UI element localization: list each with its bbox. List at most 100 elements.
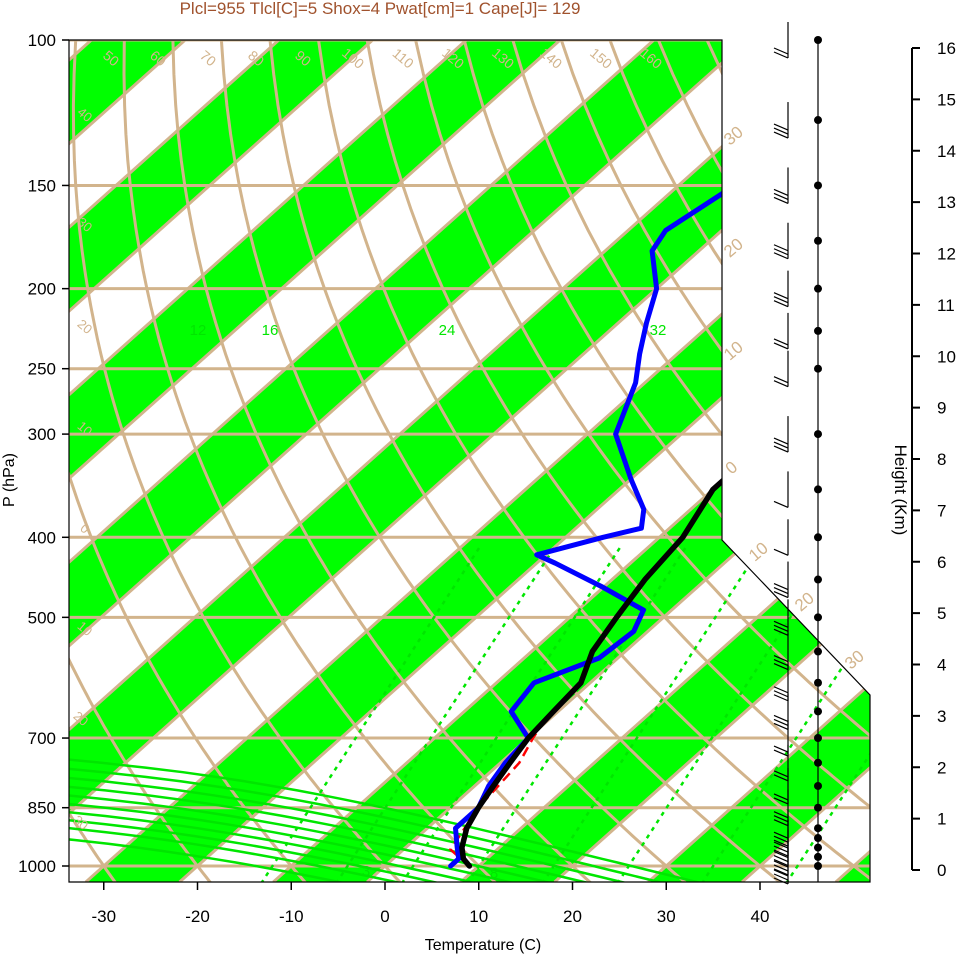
dry-adiabat	[69, 40, 308, 882]
height-tick-label: 12	[937, 245, 956, 264]
dry-adiabat	[317, 40, 870, 882]
isotherm-line	[69, 40, 655, 882]
wind-barb	[773, 102, 789, 139]
wind-level-dot	[814, 758, 822, 767]
wind-level-dot	[814, 734, 822, 743]
y-tick-label: 300	[28, 425, 56, 444]
isotherm-right-label: 20	[720, 234, 747, 261]
chart-title: Plcl=955 Tlcl[C]=5 Shox=4 Pwat[cm]=1 Cap…	[180, 0, 581, 18]
y-axis-label: P (hPa)	[1, 453, 18, 507]
isotherm-line	[69, 40, 562, 882]
isotherm-line	[84, 40, 870, 882]
moist-adiabat	[69, 287, 479, 882]
pressure-axis: 100 150 200 250 300 400 500 700 850 1000	[18, 31, 69, 876]
x-tick-label: 0	[380, 907, 389, 926]
height-tick-label: 6	[937, 553, 946, 572]
mixing-ratio-label: 3	[362, 863, 370, 880]
x-tick-label: -30	[91, 907, 116, 926]
x-tick-label: -10	[279, 907, 304, 926]
wind-level-dot	[814, 116, 822, 125]
y-tick-label: 1000	[18, 857, 56, 876]
mixing-ratio-line	[400, 545, 622, 882]
isotherm-line	[178, 40, 870, 882]
wind-level-dot	[814, 781, 822, 790]
y-tick-label: 250	[28, 360, 56, 379]
wind-level-dot	[814, 843, 822, 852]
wind-barb	[773, 471, 789, 508]
height-axis-label: Height (Km)	[891, 445, 910, 536]
wind-barb	[773, 270, 789, 308]
height-tick-label: 15	[937, 90, 956, 109]
dry-adiabat	[122, 40, 498, 882]
wind-level-dot	[814, 364, 822, 373]
mixing-ratio-lines	[260, 545, 870, 882]
parcel-trace-line	[448, 727, 541, 867]
wind-level-dot	[814, 852, 822, 861]
isotherm-line	[69, 40, 843, 882]
isotherm-band	[69, 40, 373, 882]
height-tick-label: 0	[937, 861, 946, 880]
y-tick-label: 500	[28, 608, 56, 627]
moist-adiabat-lines	[69, 287, 704, 882]
mixing-ratio-line	[616, 545, 838, 882]
wind-barb	[773, 561, 789, 599]
wind-barb	[773, 633, 789, 671]
x-tick-label: 10	[469, 907, 488, 926]
wind-level-dot	[814, 326, 822, 335]
wind-barb	[773, 22, 789, 59]
height-tick-label: 5	[937, 604, 946, 623]
moist-adiabat	[69, 287, 591, 882]
wind-barb	[773, 312, 789, 350]
wind-level-dot	[814, 613, 822, 622]
wind-barb	[773, 222, 789, 260]
dry-adiabat	[268, 40, 783, 882]
height-tick-label: 9	[937, 399, 946, 418]
isotherm-line	[459, 40, 870, 882]
isotherm-band	[69, 40, 748, 882]
wind-barb	[773, 829, 789, 867]
dry-adiabat	[171, 40, 593, 882]
y-tick-label: 150	[28, 176, 56, 195]
wind-level-dot	[814, 430, 822, 439]
wind-level-dot	[814, 36, 822, 44]
wind-level-dot	[814, 485, 822, 494]
wind-level-dot	[814, 647, 822, 656]
isotherm-right-label: 10	[720, 337, 747, 364]
mixing-ratio-line	[466, 545, 688, 882]
wind-barb	[773, 350, 789, 388]
height-tick-label: 2	[937, 758, 946, 777]
temperature-axis: -30 -20 -10 0 10 20 30 40	[91, 882, 769, 926]
y-tick-label: 850	[28, 799, 56, 818]
x-axis-label: Temperature (C)	[425, 937, 541, 954]
wind-barb	[773, 519, 789, 556]
dry-adiabat	[71, 40, 403, 882]
moist-adiabat	[69, 287, 704, 882]
x-tick-label: 30	[657, 907, 676, 926]
moist-adiabat	[69, 287, 441, 882]
isotherm-band	[69, 40, 561, 882]
height-tick-label: 7	[937, 501, 946, 520]
isotherm-band	[69, 40, 870, 882]
wind-barb	[773, 167, 789, 205]
isotherm-line	[69, 40, 749, 882]
isotherm-right-label: 30	[720, 122, 747, 149]
dewpoint-trace-line	[448, 55, 870, 869]
isotherm-band	[460, 40, 870, 882]
wind-barb	[773, 416, 789, 453]
moist-adiabat	[69, 287, 629, 882]
mixing-ratio-label: 12	[190, 322, 207, 339]
wind-barb	[773, 599, 789, 636]
wind-level-dot	[814, 834, 822, 843]
mixing-ratio-label: 16	[262, 322, 279, 339]
wind-level-dot	[814, 533, 822, 542]
y-tick-label: 200	[28, 280, 56, 299]
isotherm-right-label: 20	[791, 588, 818, 615]
height-tick-label: 3	[937, 707, 946, 726]
plot-frame	[68, 39, 871, 883]
wind-level-dot	[814, 707, 822, 716]
wind-level-dot	[814, 824, 822, 833]
height-tick-label: 11	[937, 296, 955, 315]
wind-barb-column	[773, 22, 822, 885]
moist-adiabat	[69, 287, 666, 882]
